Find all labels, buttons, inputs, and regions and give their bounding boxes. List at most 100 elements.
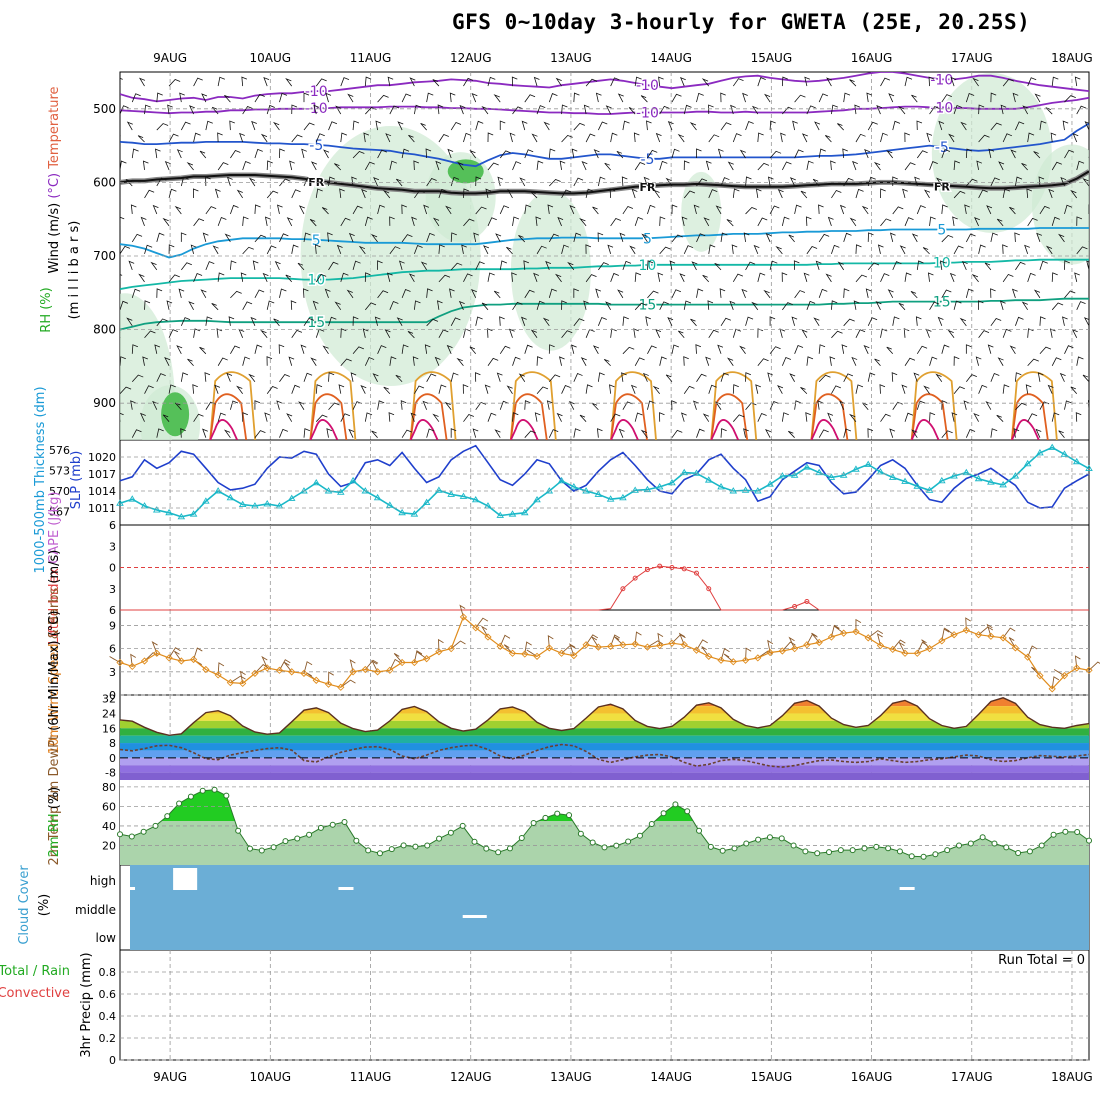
thickness-marker bbox=[999, 481, 1007, 488]
wind-speed-marker bbox=[275, 666, 284, 674]
contour-label: FR bbox=[639, 181, 656, 194]
rh-marker bbox=[353, 837, 360, 844]
wind-barb bbox=[370, 233, 378, 243]
wind-barb bbox=[1011, 288, 1018, 298]
wind-barb bbox=[542, 317, 550, 327]
wind-barb bbox=[1008, 637, 1016, 649]
wind-barb bbox=[996, 414, 1004, 422]
date-label-top: 13AUG bbox=[550, 51, 592, 65]
wind-tick-label: 3 bbox=[109, 666, 116, 679]
thickness-tick-label: 570 bbox=[49, 485, 70, 498]
wind-barb bbox=[732, 328, 742, 338]
wind-barb bbox=[953, 245, 964, 255]
wind-barb bbox=[401, 93, 412, 103]
rh-marker bbox=[1026, 848, 1033, 855]
wind-speed-marker bbox=[251, 669, 259, 678]
wind-barb bbox=[138, 273, 145, 283]
wind-barb bbox=[536, 160, 544, 171]
wind-speed-marker bbox=[423, 655, 431, 663]
wind-barb bbox=[657, 272, 664, 282]
warm-contour bbox=[910, 419, 940, 440]
wind-barb bbox=[199, 150, 207, 159]
rh-marker bbox=[684, 808, 691, 815]
rh-marker bbox=[707, 843, 714, 850]
wind-barb bbox=[561, 189, 572, 199]
rh-shading bbox=[931, 72, 1052, 233]
wind-barb bbox=[941, 628, 950, 641]
cloud-unit-label-part: (%) bbox=[37, 894, 52, 917]
rh-marker bbox=[755, 836, 762, 843]
wind-barb bbox=[665, 177, 673, 187]
wind-speed-marker bbox=[435, 648, 443, 656]
wind-barb bbox=[144, 104, 151, 115]
wind-barb bbox=[352, 260, 361, 270]
thickness-marker bbox=[214, 487, 222, 494]
wind-barb bbox=[1070, 386, 1078, 394]
wind-barb bbox=[193, 77, 203, 87]
wind-barb bbox=[1050, 132, 1057, 143]
wind-barb bbox=[916, 400, 926, 410]
wind-barb bbox=[556, 412, 563, 422]
wind-barb bbox=[742, 92, 748, 103]
wind-barb bbox=[729, 300, 736, 310]
wind-barb bbox=[640, 95, 648, 103]
wind-barb bbox=[536, 356, 543, 366]
thickness-marker bbox=[631, 486, 639, 493]
wind-barb bbox=[964, 204, 970, 215]
wind-barb bbox=[978, 384, 988, 394]
wind-barb bbox=[242, 301, 253, 311]
wind-barb bbox=[401, 148, 410, 159]
contour-line-5 bbox=[120, 258, 1089, 290]
wind-barb bbox=[142, 356, 148, 366]
wind-barb bbox=[512, 216, 520, 226]
warm-contour bbox=[409, 371, 457, 440]
wind-barb bbox=[867, 232, 874, 242]
date-label-top: 11AUG bbox=[350, 51, 392, 65]
wind-barb bbox=[254, 430, 266, 438]
wind-barb bbox=[965, 344, 972, 354]
wind-barb bbox=[120, 412, 124, 422]
wind-barb bbox=[168, 79, 181, 87]
wind-barb bbox=[585, 328, 595, 338]
wind-barb bbox=[438, 274, 451, 283]
wind-speed-marker bbox=[668, 639, 676, 647]
wind-barb bbox=[696, 639, 708, 651]
wind-barb bbox=[361, 188, 367, 199]
wind-barb bbox=[1027, 413, 1038, 422]
thickness-marker bbox=[520, 508, 529, 516]
wind-barb bbox=[410, 412, 417, 422]
rh-marker bbox=[270, 844, 277, 851]
wind-barb bbox=[892, 176, 898, 186]
wind-barb bbox=[977, 300, 984, 310]
wind-barb bbox=[497, 176, 504, 187]
wind-barb bbox=[1022, 105, 1029, 115]
wind-barb bbox=[236, 385, 243, 394]
wind-barb bbox=[298, 205, 305, 215]
wind-barb bbox=[681, 412, 687, 422]
wind-barb bbox=[597, 317, 607, 326]
wind-barb bbox=[842, 148, 848, 159]
wind-barb bbox=[965, 233, 976, 243]
wind-barb bbox=[655, 132, 662, 143]
chart-title: GFS 0~10day 3-hourly for GWETA (25E, 20.… bbox=[452, 10, 1031, 34]
wind-barb bbox=[647, 149, 658, 159]
thickness-marker bbox=[1072, 457, 1081, 465]
wind-barb bbox=[475, 316, 483, 326]
wind-barb bbox=[559, 356, 565, 366]
wind-barb bbox=[757, 358, 769, 367]
wind-barb bbox=[1051, 357, 1062, 366]
wind-barb bbox=[1051, 302, 1064, 311]
slp-tick-label: 1020 bbox=[88, 451, 116, 464]
rh-marker bbox=[1074, 828, 1081, 835]
li-marker bbox=[644, 567, 650, 573]
wind-barb bbox=[178, 288, 185, 298]
wind-barb bbox=[387, 76, 394, 87]
wind-barb bbox=[211, 106, 219, 115]
wind-barb bbox=[843, 428, 852, 438]
wind-barb bbox=[450, 428, 457, 438]
wind-barb bbox=[217, 272, 225, 282]
wind-barb bbox=[751, 301, 759, 311]
wind-barb bbox=[743, 428, 749, 438]
wind-barb bbox=[732, 78, 744, 87]
wind-barb bbox=[886, 149, 894, 159]
